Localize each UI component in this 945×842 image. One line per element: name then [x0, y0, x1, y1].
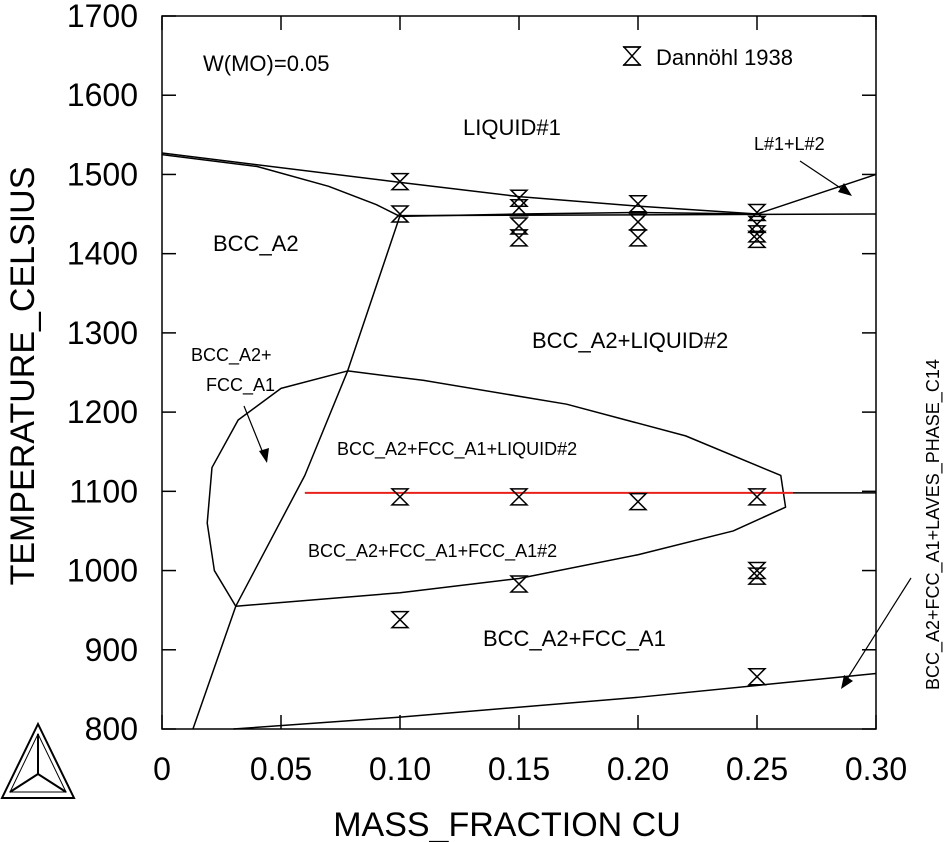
region-label-laves: BCC_A2+FCC_A1+LAVES_PHASE_C14	[923, 359, 944, 690]
data-point	[390, 172, 410, 191]
pointer-arrows	[243, 160, 912, 689]
x-tick-label: 0.25	[726, 751, 788, 787]
data-point	[390, 610, 410, 629]
legend-marker-icon	[622, 46, 642, 66]
x-tick-label: 0	[153, 751, 171, 787]
y-tick-label: 1500	[67, 156, 138, 192]
boundary-laves-boundary	[233, 672, 877, 730]
data-point	[747, 203, 767, 222]
data-point	[390, 488, 410, 506]
x-tick-label: 0.20	[607, 751, 669, 787]
boundary-bcc-boundary	[192, 215, 401, 730]
data-point	[747, 567, 767, 585]
y-axis: 800 900 1000 1100 1200 1300 1400 1500 1600 1700	[67, 0, 876, 747]
thermo-calc-logo-icon	[0, 721, 76, 799]
arrow-laves	[843, 577, 912, 685]
legend-label: Dannöhl 1938	[656, 45, 793, 70]
x-axis: 0 0.05 0.10 0.15 0.20 0.25 0.30	[153, 16, 907, 787]
y-axis-title: TEMPERATURE_CELSIUS	[4, 167, 42, 586]
data-point	[628, 492, 648, 511]
data-point	[509, 189, 529, 207]
data-point	[747, 215, 767, 234]
boundary-liquidus	[161, 152, 758, 215]
region-label-bcc-fcc-fcc2: BCC_A2+FCC_A1+FCC_A1#2	[308, 541, 557, 562]
y-tick-label: 1300	[67, 315, 138, 351]
region-label-bcc-liquid2: BCC_A2+LIQUID#2	[532, 328, 728, 353]
data-point	[509, 229, 529, 247]
legend: Dannöhl 1938	[622, 45, 793, 70]
region-label-bcc-fcc-liquid2: BCC_A2+FCC_A1+LIQUID#2	[337, 439, 577, 460]
data-point	[390, 205, 410, 223]
y-tick-label: 1000	[67, 553, 138, 589]
y-tick-label: 1100	[69, 473, 138, 509]
y-tick-label: 1600	[67, 77, 138, 113]
y-tick-label: 900	[85, 632, 138, 668]
arrow-laves-head	[841, 675, 853, 689]
arrow-l1l2	[799, 160, 849, 194]
region-label-bcc-fcc-line1: BCC_A2+	[191, 345, 272, 366]
data-points	[390, 172, 767, 686]
data-point	[509, 575, 529, 593]
data-point	[747, 667, 767, 686]
boundary-fcc-loop	[206, 370, 787, 607]
region-label-bcc: BCC_A2	[213, 231, 299, 256]
data-point	[628, 229, 648, 247]
data-point	[509, 488, 529, 506]
x-axis-title: MASS_FRACTION CU	[333, 806, 681, 842]
data-point	[509, 198, 529, 217]
y-tick-label: 1400	[67, 236, 138, 272]
data-point	[628, 213, 648, 231]
arrow-bcc-fcc-head	[259, 448, 269, 463]
arrow-l1l2-head	[838, 183, 852, 196]
y-tick-label: 800	[85, 711, 138, 747]
y-tick-label: 1200	[67, 394, 138, 430]
region-label-bcc-fcc-line2: FCC_A1	[206, 375, 275, 396]
y-tick-label: 1700	[67, 0, 138, 34]
data-point	[747, 230, 767, 249]
x-tick-label: 0.15	[488, 751, 550, 787]
boundary-l1l2-boundary	[756, 173, 877, 215]
x-tick-label: 0.10	[369, 751, 431, 787]
data-point	[509, 217, 529, 235]
region-label-liquid: LIQUID#1	[463, 115, 561, 140]
data-point	[747, 488, 767, 506]
boundary-solidus	[161, 153, 758, 218]
x-tick-label: 0.30	[845, 751, 907, 787]
composition-annotation: W(MO)=0.05	[203, 51, 330, 76]
boundary-monotectic	[399, 213, 877, 217]
region-label-bcc-fcc: BCC_A2+FCC_A1	[483, 626, 666, 651]
region-label-l1l2: L#1+L#2	[754, 134, 825, 154]
data-point	[628, 195, 648, 213]
arrow-bcc-fcc	[243, 405, 266, 459]
x-tick-label: 0.05	[250, 751, 312, 787]
